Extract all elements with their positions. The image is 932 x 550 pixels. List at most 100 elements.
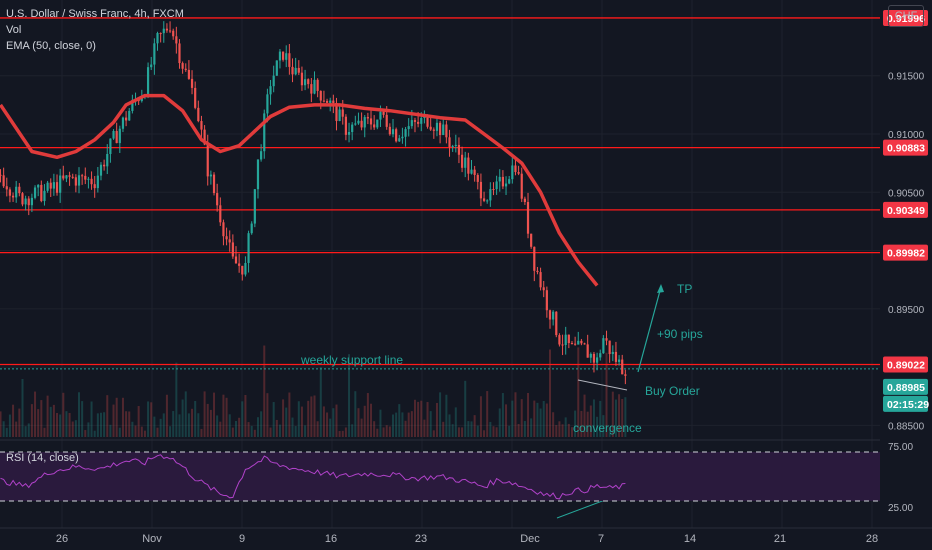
volume-bar bbox=[395, 412, 398, 437]
candle-body bbox=[228, 239, 231, 243]
volume-bar bbox=[511, 400, 514, 437]
volume-bar bbox=[184, 391, 187, 437]
candle-body bbox=[530, 233, 533, 247]
candle-body bbox=[212, 174, 216, 194]
candle-body bbox=[586, 344, 589, 358]
convergence-price-line bbox=[577, 379, 628, 391]
candle-body bbox=[354, 123, 357, 125]
volume-bar bbox=[112, 404, 115, 437]
candle-body bbox=[30, 197, 33, 206]
candle-body bbox=[168, 30, 172, 32]
volume-bar bbox=[382, 427, 385, 437]
price-axis-bg bbox=[880, 0, 932, 550]
volume-bar bbox=[454, 407, 457, 437]
candle-body bbox=[439, 122, 442, 136]
volume-bar bbox=[555, 425, 558, 437]
volume-bar bbox=[269, 427, 272, 437]
volume-bar bbox=[332, 408, 335, 437]
volume-bar bbox=[228, 414, 231, 437]
volume-bar bbox=[354, 391, 357, 437]
volume-bar bbox=[533, 400, 536, 437]
volume-bar bbox=[611, 391, 614, 437]
volume-bar bbox=[191, 408, 194, 437]
volume-bar bbox=[294, 426, 297, 437]
volume-bar bbox=[156, 427, 159, 437]
candle-body bbox=[307, 79, 310, 85]
volume-bar bbox=[90, 401, 93, 437]
volume-bar bbox=[56, 412, 59, 437]
candle-body bbox=[482, 198, 486, 201]
volume-bar bbox=[8, 414, 11, 437]
candle-body bbox=[181, 63, 184, 69]
candle-body bbox=[495, 181, 498, 190]
volume-bar bbox=[429, 411, 432, 437]
level-price-tag-bg bbox=[883, 201, 928, 218]
level-price-tag: 0.90883 bbox=[887, 143, 925, 155]
volume-bar bbox=[514, 392, 517, 437]
volume-bar bbox=[74, 420, 77, 437]
candle-body bbox=[536, 270, 539, 273]
volume-bar bbox=[278, 424, 281, 437]
candle-body bbox=[442, 124, 445, 136]
level-price-tag: 0.91996 bbox=[887, 13, 925, 25]
candle-body bbox=[357, 120, 360, 124]
volume-bar bbox=[291, 417, 294, 437]
volume-bar bbox=[2, 421, 5, 437]
volume-bar bbox=[580, 410, 583, 437]
volume-bar bbox=[222, 394, 225, 437]
current-price-tag-bg bbox=[883, 378, 928, 395]
volume-bar bbox=[464, 380, 467, 437]
volume-bar bbox=[181, 399, 184, 437]
candle-body bbox=[263, 113, 266, 152]
candle-body bbox=[373, 124, 376, 128]
candle-body bbox=[266, 94, 269, 114]
candle-body bbox=[464, 157, 467, 168]
candle-body bbox=[200, 121, 203, 130]
tp-label: TP bbox=[677, 282, 692, 296]
level-price-tag-bg bbox=[883, 139, 928, 156]
candle-body bbox=[65, 175, 68, 179]
volume-bar bbox=[313, 395, 316, 437]
currency-button[interactable]: CHF bbox=[888, 5, 924, 27]
volume-bar bbox=[310, 396, 313, 437]
candle-body bbox=[165, 28, 169, 31]
volume-bar bbox=[608, 427, 611, 437]
volume-bar bbox=[238, 417, 241, 437]
candle-body bbox=[219, 205, 222, 223]
candle-body bbox=[231, 242, 234, 257]
rsi-legend: RSI (14, close) bbox=[6, 452, 79, 464]
volume-bar bbox=[52, 404, 55, 437]
volume-bar bbox=[300, 406, 303, 437]
volume-bar bbox=[508, 425, 511, 437]
candle-body bbox=[602, 338, 605, 354]
candle-body bbox=[52, 182, 55, 189]
candle-body bbox=[153, 43, 156, 65]
candle-body bbox=[313, 79, 316, 94]
time-tick-label: 9 bbox=[239, 533, 245, 545]
volume-bar bbox=[486, 391, 489, 437]
volume-bar bbox=[423, 419, 426, 437]
candle-body bbox=[589, 353, 592, 358]
candle-body bbox=[523, 198, 526, 203]
candle-body bbox=[272, 75, 275, 87]
candle-body bbox=[614, 351, 618, 362]
volume-bar bbox=[614, 399, 617, 437]
volume-bar bbox=[445, 394, 448, 437]
candle-body bbox=[197, 107, 200, 122]
volume-bar bbox=[577, 347, 580, 437]
volume-bar bbox=[348, 354, 351, 437]
candle-body bbox=[238, 263, 241, 266]
candle-body bbox=[420, 118, 423, 124]
candle-body bbox=[580, 340, 583, 344]
volume-bar bbox=[392, 414, 394, 437]
candle-body bbox=[269, 86, 272, 95]
volume-bar bbox=[307, 400, 310, 437]
candle-body bbox=[93, 184, 96, 189]
candle-body bbox=[542, 287, 545, 291]
volume-bar bbox=[62, 392, 65, 437]
candle-body bbox=[225, 236, 228, 240]
volume-bar bbox=[30, 404, 33, 437]
candle-body bbox=[297, 67, 300, 73]
volume-bar bbox=[558, 421, 561, 437]
